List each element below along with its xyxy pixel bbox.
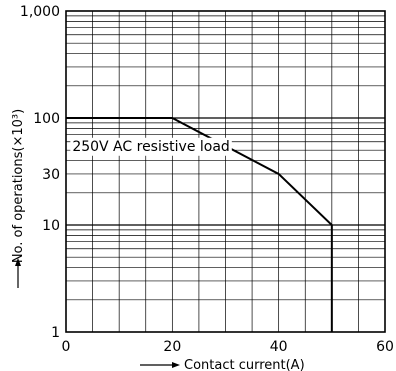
annotation-bg xyxy=(70,137,232,156)
series-layer xyxy=(65,117,333,333)
y-tick-label: 100 xyxy=(33,111,60,127)
y-tick-label: 10 xyxy=(42,218,60,234)
y-axis-label: No. of operations(×10³) xyxy=(11,109,26,263)
x-tick-labels: 0 20 40 60 xyxy=(62,339,394,355)
x-tick-label: 60 xyxy=(376,339,394,355)
plot-frame xyxy=(65,10,386,333)
x-tick-label: 20 xyxy=(163,339,181,355)
x-tick-label: 40 xyxy=(270,339,288,355)
x-tick-label: 0 xyxy=(62,339,71,355)
annotation-layer: 250V AC resistive load xyxy=(70,137,232,156)
annotation-label: 250V AC resistive load xyxy=(72,139,230,155)
y-axis-label-arrowhead xyxy=(15,258,21,266)
x-axis-label: Contact current(A) xyxy=(184,358,305,371)
grid-lines xyxy=(66,11,385,332)
x-axis-label-arrowhead xyxy=(172,362,180,368)
y-tick-label: 30 xyxy=(42,167,60,183)
y-tick-labels: 1,000 100 30 10 1 xyxy=(20,4,60,341)
y-tick-label: 1 xyxy=(51,325,60,341)
y-tick-label: 1,000 xyxy=(20,4,60,20)
